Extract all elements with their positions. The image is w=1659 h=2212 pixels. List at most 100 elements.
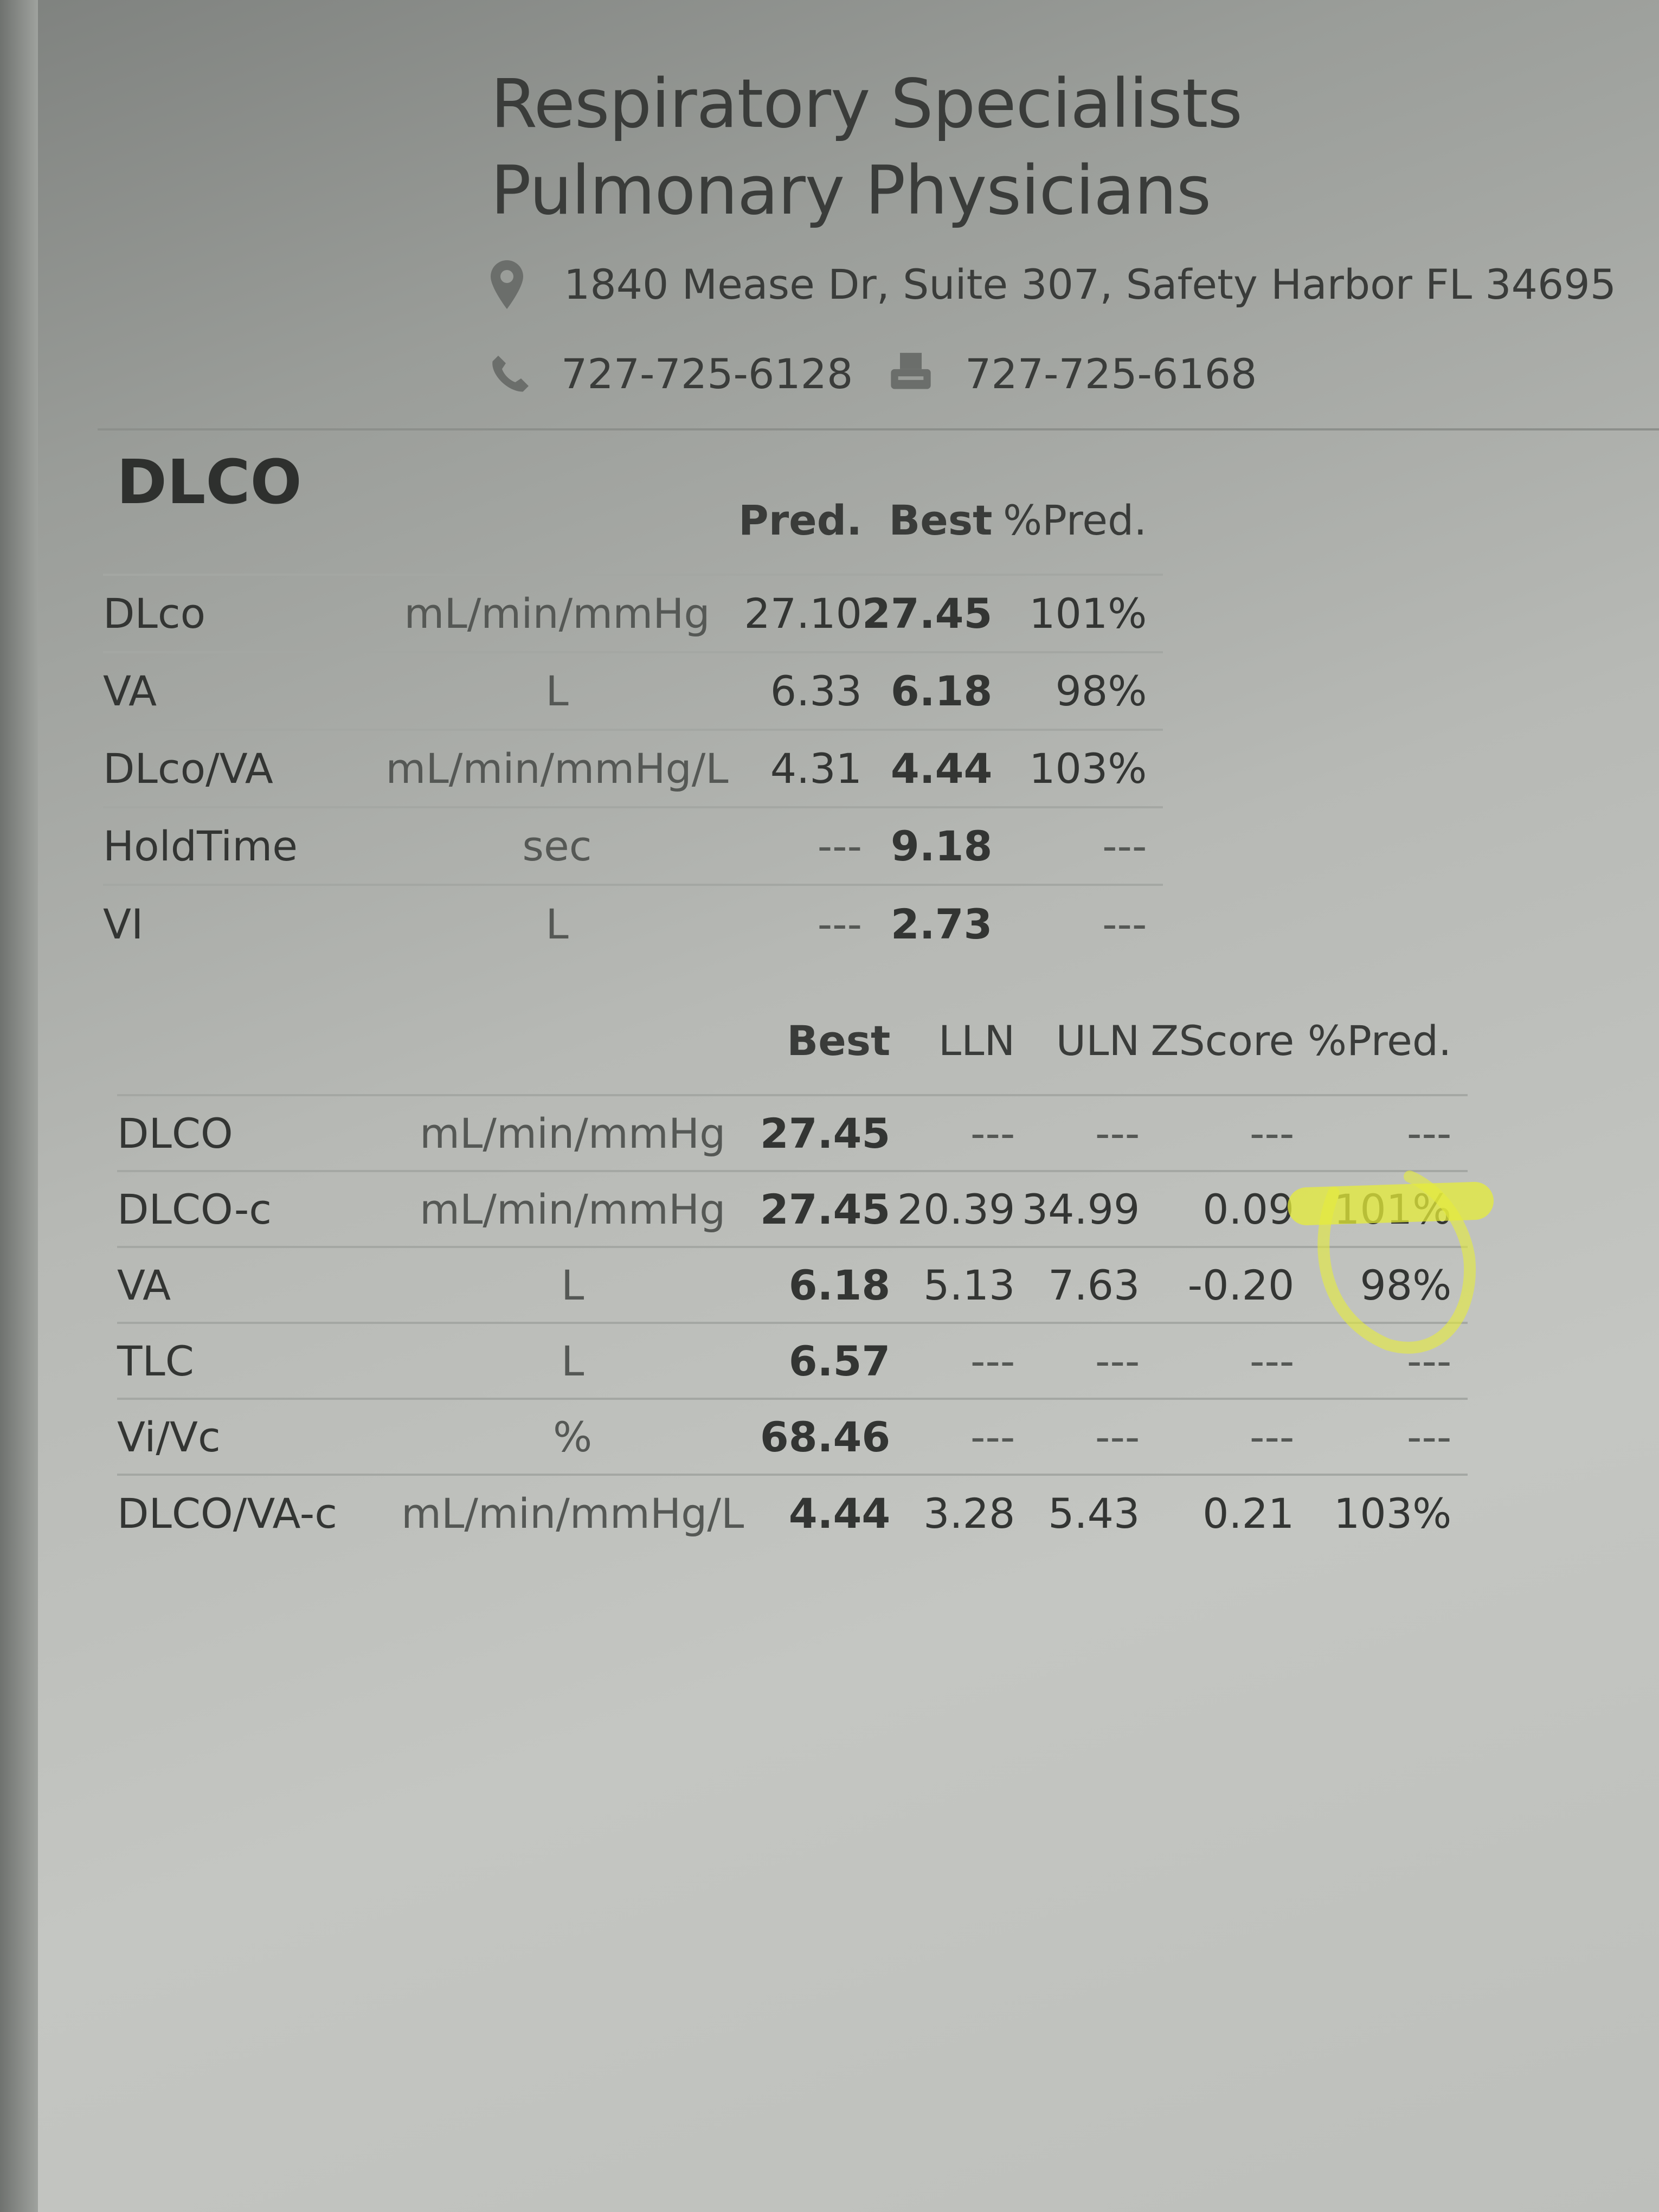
row-label: Vi/Vc — [117, 1398, 401, 1475]
row-label: VA — [117, 1246, 401, 1323]
row-label: DLco — [103, 574, 380, 652]
table-row: Vi/Vc% 68.46 --- --- --- --- — [117, 1398, 1468, 1475]
row-unit: mL/min/mmHg/L — [380, 729, 735, 807]
cell-value: 4.44 — [744, 1474, 891, 1551]
cell-value: 4.31 — [735, 729, 862, 807]
cell-value: --- — [890, 1398, 1015, 1475]
col-pct-pred: %Pred. — [1307, 1016, 1452, 1065]
row-unit: L — [380, 884, 735, 962]
cell-value: 0.21 — [1140, 1474, 1295, 1551]
row-label: DLco/VA — [103, 729, 380, 807]
row-unit: mL/min/mmHg/L — [401, 1474, 744, 1551]
fax-number: 727-725-6168 — [965, 350, 1257, 398]
row-label: DLCO-c — [117, 1170, 401, 1247]
cell-value: 7.63 — [1015, 1246, 1140, 1323]
row-unit: L — [401, 1322, 744, 1399]
cell-value: 6.57 — [744, 1322, 891, 1399]
cell-value: 103% — [992, 729, 1163, 807]
cell-value: 27.10 — [735, 574, 862, 652]
cell-value: --- — [992, 806, 1163, 885]
cell-value: 3.28 — [890, 1474, 1015, 1551]
phone-icon — [492, 356, 529, 392]
row-unit: mL/min/mmHg — [380, 574, 735, 652]
table-row: DLco mL/min/mmHg 27.10 27.45 101% — [103, 574, 1163, 652]
col-pct-pred: %Pred. — [1002, 496, 1147, 544]
dlco-summary-table: Pred. Best %Pred. DLco mL/min/mmHg 27.10 27… — [103, 466, 1163, 962]
cell-value: --- — [1140, 1094, 1295, 1171]
cell-value: 6.18 — [862, 651, 993, 730]
table-header: Pred. Best %Pred. — [103, 466, 1163, 575]
fax-icon — [891, 352, 931, 389]
row-unit: % — [401, 1398, 744, 1475]
cell-value: 2.73 — [862, 884, 993, 962]
col-uln: ULN — [1056, 1016, 1140, 1065]
cell-value: 101% — [992, 574, 1163, 652]
cell-value: --- — [1294, 1094, 1468, 1171]
col-best: Best — [889, 496, 993, 544]
cell-value: 98% — [992, 651, 1163, 730]
cell-value: 6.18 — [744, 1246, 891, 1323]
cell-value: --- — [992, 884, 1163, 962]
row-label: HoldTime — [103, 806, 380, 885]
table-row: DLco/VA mL/min/mmHg/L 4.31 4.44 103% — [103, 729, 1163, 807]
header-divider — [98, 428, 1659, 430]
col-pred: Pred. — [738, 496, 862, 544]
cell-value: 9.18 — [862, 806, 993, 885]
location-pin-icon — [491, 260, 523, 309]
table-header: Best LLN ULN ZScore %Pred. — [117, 987, 1468, 1095]
row-label: TLC — [117, 1322, 401, 1399]
cell-value: --- — [1015, 1398, 1140, 1475]
cell-value: 103% — [1294, 1474, 1468, 1551]
cell-value: --- — [890, 1322, 1015, 1399]
cell-value: 20.39 — [890, 1170, 1015, 1247]
cell-value: --- — [1294, 1398, 1468, 1475]
table-row: VI L --- 2.73 --- — [103, 884, 1163, 962]
row-unit: L — [380, 651, 735, 730]
col-lln: LLN — [938, 1016, 1015, 1065]
cell-value: 5.43 — [1015, 1474, 1140, 1551]
cell-value: 34.99 — [1015, 1170, 1140, 1247]
cell-value: --- — [735, 806, 862, 885]
table-row: HoldTime sec --- 9.18 --- — [103, 806, 1163, 885]
cell-value: --- — [890, 1094, 1015, 1171]
cell-value: --- — [1140, 1398, 1295, 1475]
cell-value: --- — [735, 884, 862, 962]
cell-value: 6.33 — [735, 651, 862, 730]
table-row: DLCO mL/min/mmHg 27.45 --- --- --- --- — [117, 1094, 1468, 1171]
address: 1840 Mease Dr, Suite 307, Safety Harbor … — [564, 260, 1617, 308]
row-unit: L — [401, 1246, 744, 1323]
row-unit: sec — [380, 806, 735, 885]
row-label: VI — [103, 884, 380, 962]
table-row: TLC L 6.57 --- --- --- --- — [117, 1322, 1468, 1399]
page-edge-shadow — [0, 0, 38, 2212]
practice-subtitle: Pulmonary Physicians — [491, 152, 1211, 230]
row-label: DLCO/VA-c — [117, 1474, 401, 1551]
row-unit: mL/min/mmHg — [401, 1170, 744, 1247]
practice-name: Respiratory Specialists — [491, 65, 1243, 143]
cell-value: 101% — [1294, 1170, 1468, 1247]
phone-number: 727-725-6128 — [561, 350, 853, 398]
col-zscore: ZScore — [1150, 1016, 1295, 1065]
table-row: VA L 6.33 6.18 98% — [103, 651, 1163, 730]
cell-value: --- — [1015, 1322, 1140, 1399]
cell-value: 27.45 — [744, 1094, 891, 1171]
cell-value: 0.09 — [1140, 1170, 1295, 1247]
cell-value: 27.45 — [862, 574, 993, 652]
cell-value: 5.13 — [890, 1246, 1015, 1323]
row-label: VA — [103, 651, 380, 730]
dlco-reference-table: Best LLN ULN ZScore %Pred. DLCO mL/min/mm… — [117, 987, 1468, 1551]
cell-value: 68.46 — [744, 1398, 891, 1475]
section-title: DLCO — [117, 447, 302, 518]
row-unit: mL/min/mmHg — [401, 1094, 744, 1171]
col-best: Best — [787, 1016, 891, 1065]
cell-value: -0.20 — [1140, 1246, 1295, 1323]
table-row: VA L 6.18 5.13 7.63 -0.20 98% — [117, 1246, 1468, 1323]
cell-value: --- — [1015, 1094, 1140, 1171]
table-row: DLCO-c mL/min/mmHg 27.45 20.39 34.99 0.09 101% — [117, 1170, 1468, 1247]
table-row: DLCO/VA-c mL/min/mmHg/L 4.44 3.28 5.43 0.21 10… — [117, 1474, 1468, 1551]
cell-value: 27.45 — [744, 1170, 891, 1247]
cell-value: 98% — [1294, 1246, 1468, 1323]
cell-value: --- — [1140, 1322, 1295, 1399]
cell-value: 4.44 — [862, 729, 993, 807]
cell-value: --- — [1294, 1322, 1468, 1399]
